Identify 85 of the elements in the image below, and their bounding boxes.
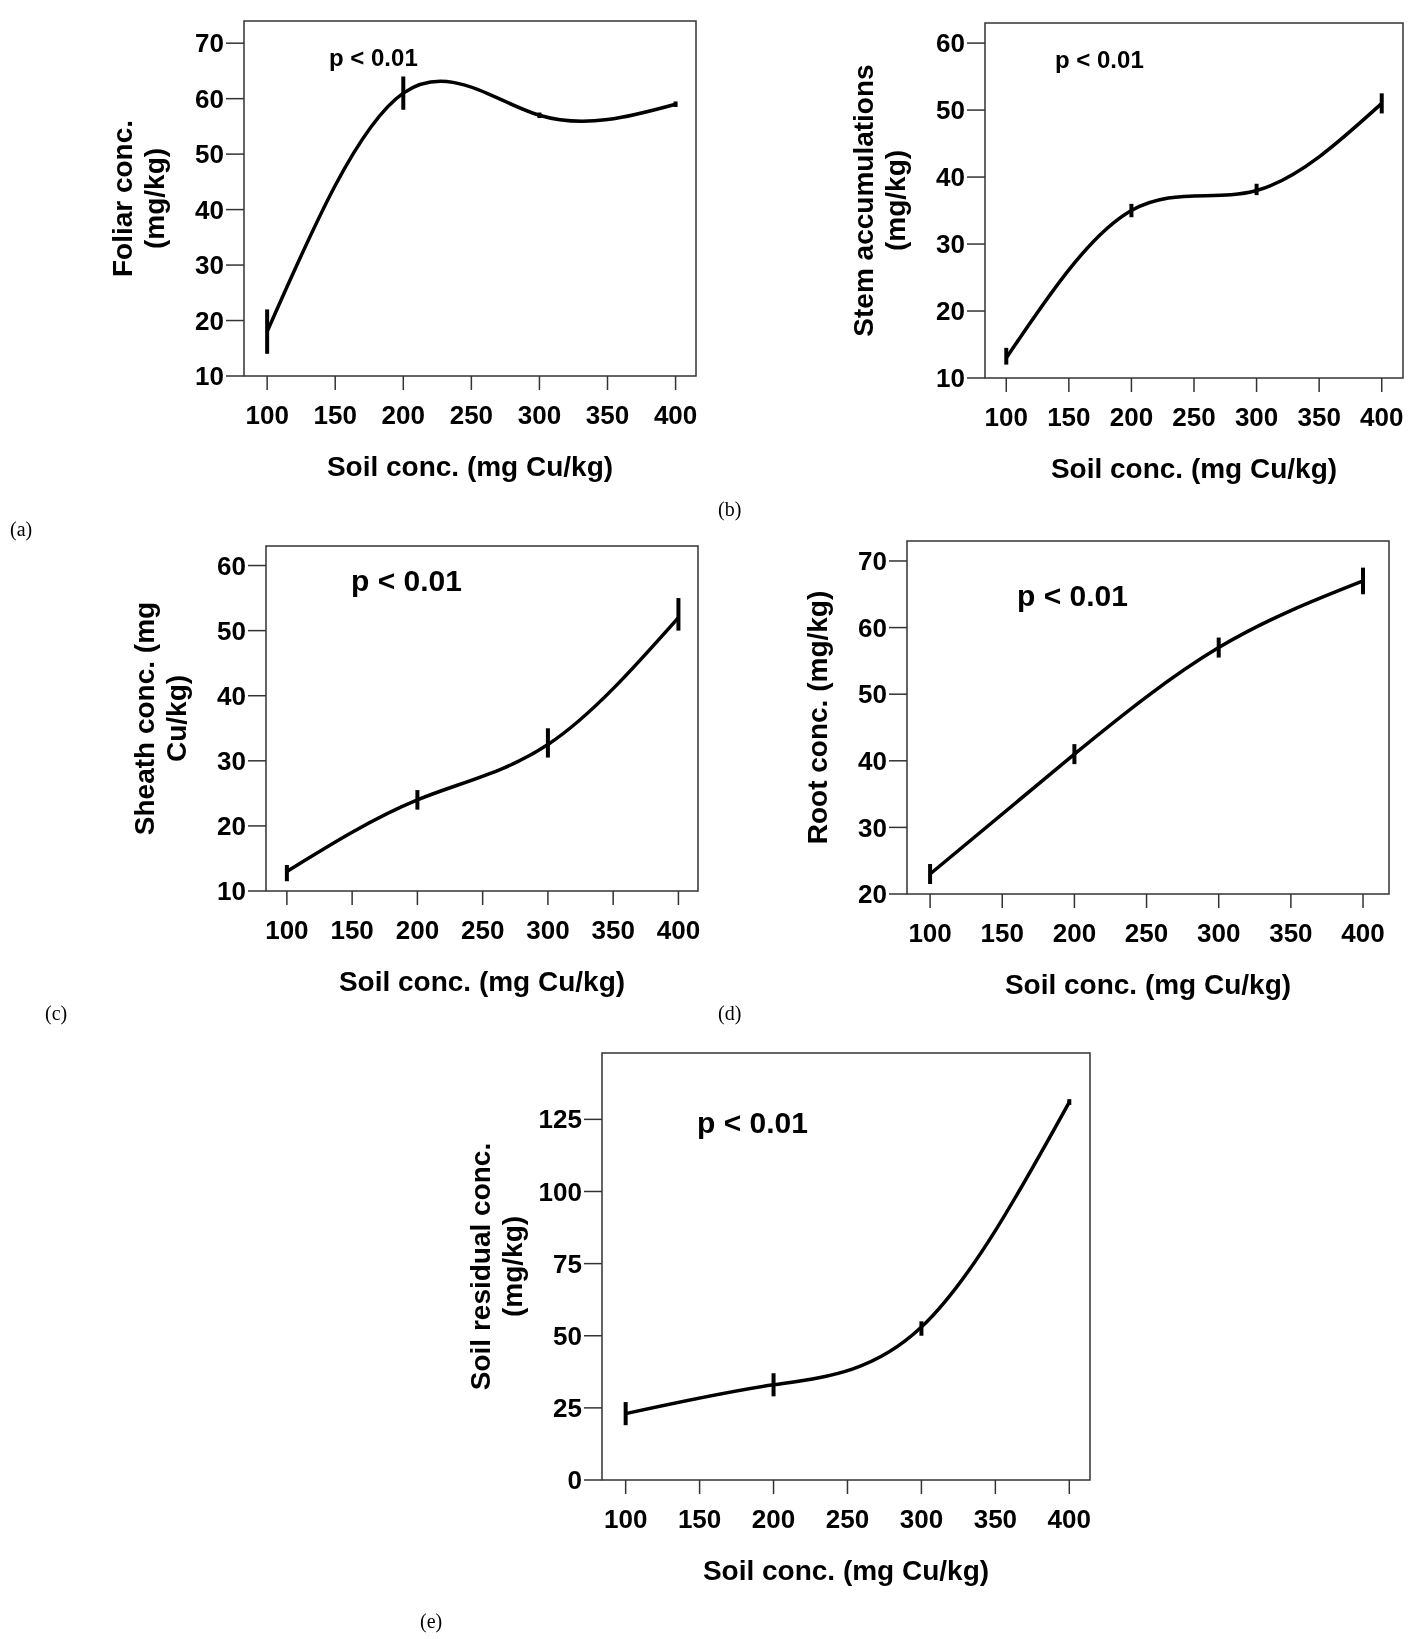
y-tick-label: 60: [195, 83, 224, 114]
y-tick-label: 20: [858, 879, 887, 910]
y-tick-label: 60: [858, 612, 887, 643]
x-tick-label: 150: [330, 915, 374, 945]
x-tick-label: 350: [591, 915, 635, 945]
y-tick-label: 20: [217, 811, 246, 842]
x-tick-label: 150: [677, 1504, 722, 1534]
y-tick-label: 30: [936, 229, 965, 260]
x-tick-label: 400: [653, 400, 698, 430]
y-tick-label: 60: [936, 28, 965, 59]
x-tick-label: 250: [449, 400, 494, 430]
y-tick-label: 75: [553, 1248, 582, 1279]
x-tick-label: 200: [1109, 402, 1154, 432]
x-tick-label: 350: [585, 400, 630, 430]
annotation: p < 0.01: [351, 564, 462, 597]
y-tick-label: 100: [538, 1176, 582, 1207]
text: (a): [10, 518, 33, 541]
x-axis-title: Soil conc. (mg Cu/kg): [338, 966, 626, 997]
x-tick-label: 200: [751, 1504, 796, 1534]
x-axis-title: Soil conc. (mg Cu/kg): [326, 451, 614, 482]
x-tick-label: 400: [656, 915, 701, 945]
y-tick-label: 50: [858, 679, 887, 710]
x-axis-title: Soil conc. (mg Cu/kg): [1050, 453, 1338, 484]
text: (e): [420, 1610, 443, 1633]
x-axis-title: Soil conc. (mg Cu/kg): [702, 1555, 990, 1586]
y-tick-label: 10: [217, 876, 246, 907]
x-tick-label: 200: [395, 915, 440, 945]
annotation: p < 0.01: [1017, 579, 1128, 612]
x-tick-label: 300: [526, 915, 570, 945]
y-axis-title: Root conc. (mg/kg): [802, 590, 833, 845]
x-tick-label: 350: [1269, 918, 1313, 948]
y-axis-title: Soil residual conc. (mg/kg): [465, 1142, 528, 1391]
x-tick-label: 100: [603, 1504, 648, 1534]
x-tick-label: 100: [984, 402, 1028, 432]
y-tick-label: 40: [195, 194, 224, 225]
text: (b): [718, 498, 742, 521]
text: (c): [45, 1002, 68, 1025]
y-tick-label: 50: [936, 95, 965, 126]
x-tick-label: 400: [1360, 402, 1404, 432]
annotation: p < 0.01: [697, 1106, 808, 1139]
y-tick-label: 10: [936, 363, 965, 394]
x-tick-label: 400: [1341, 918, 1385, 948]
y-axis-title: Stem accumulations (mg/kg): [848, 64, 911, 337]
y-tick-label: 50: [553, 1320, 582, 1351]
x-tick-label: 300: [517, 400, 562, 430]
x-tick-label: 250: [460, 915, 505, 945]
annotation: p < 0.01: [1055, 46, 1144, 73]
y-tick-label: 50: [217, 615, 246, 646]
x-tick-label: 300: [1234, 402, 1279, 432]
text: (d): [718, 1002, 742, 1025]
x-tick-label: 350: [1297, 402, 1341, 432]
x-tick-label: 150: [980, 918, 1024, 948]
x-tick-label: 350: [973, 1504, 1018, 1534]
y-tick-label: 0: [567, 1465, 582, 1496]
x-tick-label: 250: [825, 1504, 870, 1534]
x-tick-label: 150: [1047, 402, 1091, 432]
y-axis-title: Sheath conc. (mg Cu/kg): [129, 601, 192, 836]
y-tick-label: 30: [217, 745, 246, 776]
y-tick-label: 20: [195, 305, 224, 336]
y-tick-label: 40: [858, 745, 887, 776]
x-axis-title: Soil conc. (mg Cu/kg): [1004, 969, 1292, 1000]
y-tick-label: 10: [195, 361, 224, 392]
y-tick-label: 25: [553, 1392, 582, 1423]
x-tick-label: 400: [1047, 1504, 1091, 1534]
y-tick-label: 40: [217, 680, 246, 711]
y-tick-label: 60: [217, 550, 246, 581]
x-tick-label: 100: [265, 915, 309, 945]
y-tick-label: 40: [936, 162, 965, 193]
annotation: p < 0.01: [329, 44, 418, 71]
x-tick-label: 200: [381, 400, 425, 430]
y-tick-label: 50: [195, 139, 224, 170]
y-tick-label: 30: [858, 812, 887, 843]
y-tick-label: 70: [858, 546, 887, 577]
x-tick-label: 250: [1124, 918, 1169, 948]
x-tick-label: 150: [313, 400, 357, 430]
x-tick-label: 250: [1172, 402, 1216, 432]
x-tick-label: 300: [899, 1504, 944, 1534]
y-tick-label: 70: [195, 28, 224, 59]
y-tick-label: 20: [936, 296, 965, 327]
x-tick-label: 300: [1197, 918, 1241, 948]
x-tick-label: 200: [1052, 918, 1097, 948]
y-axis-title: Foliar conc. (mg/kg): [107, 119, 170, 278]
y-tick-label: 30: [195, 250, 224, 281]
x-tick-label: 100: [245, 400, 289, 430]
y-tick-label: 125: [538, 1104, 582, 1135]
